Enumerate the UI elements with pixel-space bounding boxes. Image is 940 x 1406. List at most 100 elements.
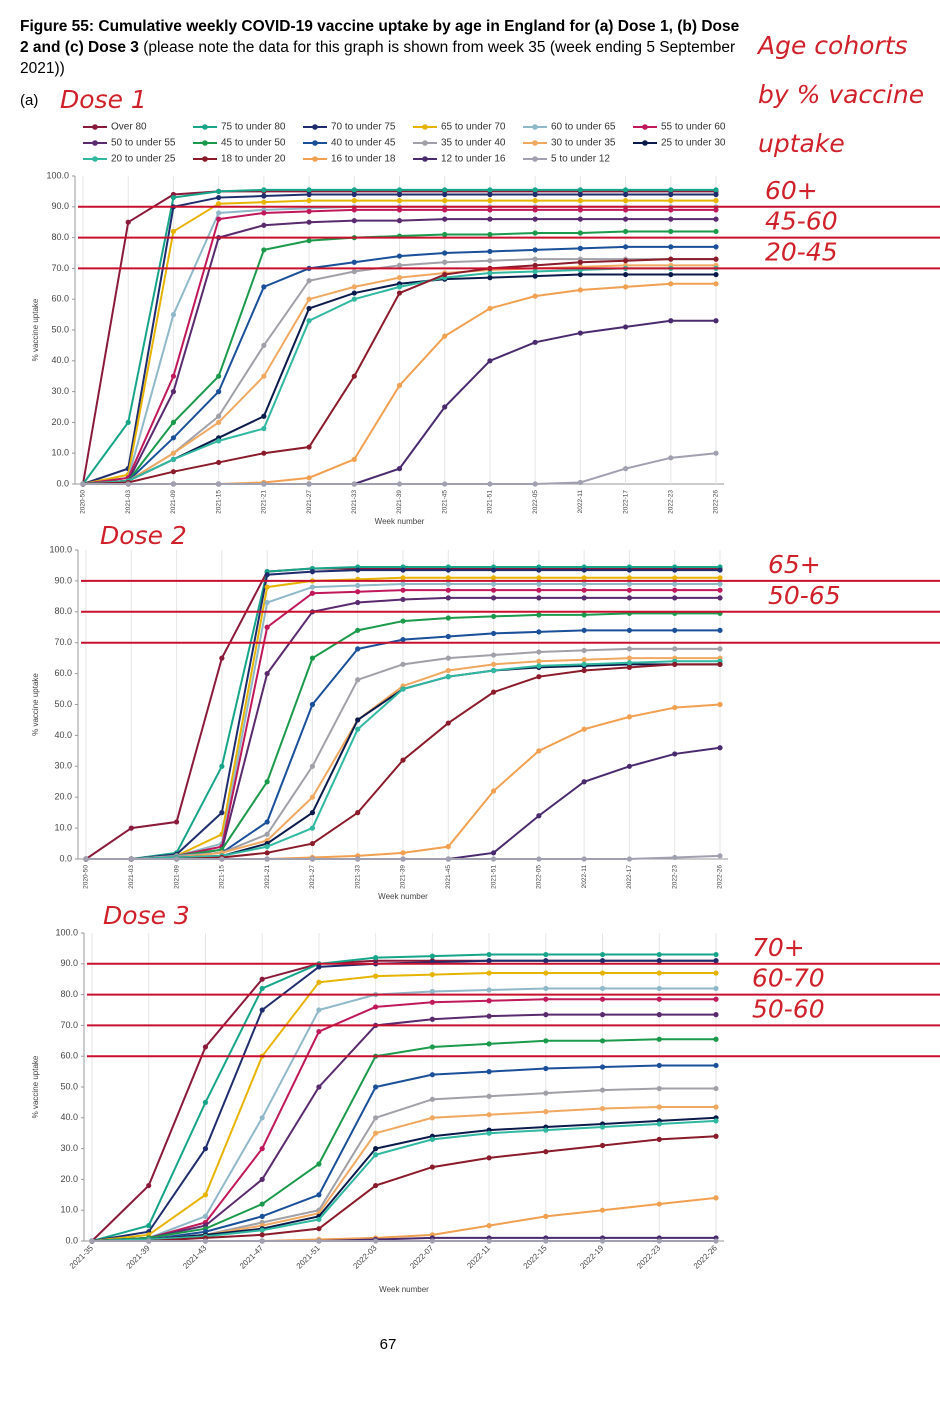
- data-point: [599, 1064, 606, 1070]
- reference-label: 50-65: [768, 581, 841, 610]
- data-point: [306, 191, 312, 198]
- data-point: [543, 1090, 549, 1096]
- data-point: [373, 1115, 379, 1121]
- x-tick-label: 2022-23: [635, 1243, 663, 1271]
- data-point: [656, 1121, 662, 1127]
- data-point: [599, 958, 606, 964]
- data-point: [316, 1238, 322, 1244]
- data-point: [170, 419, 177, 425]
- y-tick-label: 70.0: [54, 637, 72, 647]
- data-point: [429, 1016, 435, 1022]
- x-tick-label: 2022-15: [522, 1243, 550, 1271]
- data-point: [713, 985, 719, 992]
- data-point: [445, 575, 451, 581]
- data-point: [261, 193, 267, 199]
- data-point: [656, 970, 662, 976]
- data-point: [622, 284, 629, 290]
- data-point: [445, 674, 451, 680]
- data-point: [170, 456, 177, 462]
- data-point: [400, 856, 406, 862]
- data-point: [396, 382, 403, 389]
- data-point: [581, 726, 587, 732]
- x-tick-label: 2022-26: [717, 865, 724, 889]
- data-point: [351, 456, 357, 462]
- data-point: [490, 667, 497, 674]
- series-line: [91, 998, 716, 1242]
- data-point: [672, 595, 678, 601]
- data-point: [355, 717, 361, 723]
- data-point: [351, 259, 357, 265]
- x-tick-label: 2021-21: [261, 490, 268, 514]
- data-point: [532, 198, 538, 204]
- x-tick-label: 2021-45: [445, 865, 452, 889]
- data-point: [536, 612, 542, 618]
- data-point: [717, 646, 723, 652]
- y-tick-label: 90.0: [60, 958, 78, 968]
- data-point: [656, 985, 662, 992]
- data-point: [622, 466, 629, 472]
- data-point: [396, 290, 403, 296]
- data-point: [219, 763, 225, 769]
- y-tick-label: 10.0: [51, 448, 69, 458]
- data-point: [672, 575, 678, 581]
- data-point: [442, 481, 448, 487]
- data-point: [543, 1012, 549, 1018]
- data-point: [487, 248, 493, 255]
- data-point: [581, 581, 587, 587]
- y-tick-label: 40.0: [51, 355, 69, 365]
- data-point: [532, 293, 538, 299]
- data-point: [261, 284, 267, 290]
- y-tick-label: 30.0: [60, 1143, 78, 1153]
- data-point: [626, 595, 633, 601]
- data-point: [577, 216, 583, 222]
- legend-marker: [312, 156, 318, 162]
- data-point: [717, 661, 723, 667]
- x-tick-label: 2021-15: [215, 490, 222, 514]
- data-point: [626, 660, 633, 666]
- data-point: [532, 273, 538, 279]
- data-point: [543, 996, 549, 1002]
- data-point: [355, 646, 361, 652]
- data-point: [487, 258, 493, 264]
- x-axis-label: Week number: [378, 892, 428, 901]
- data-point: [316, 1161, 322, 1167]
- data-point: [396, 253, 403, 259]
- data-point: [487, 231, 493, 238]
- data-point: [316, 1084, 322, 1090]
- data-point: [309, 701, 316, 708]
- y-tick-label: 50.0: [51, 324, 69, 334]
- data-point: [445, 615, 451, 621]
- y-tick-label: 90.0: [51, 201, 69, 211]
- data-point: [532, 247, 538, 253]
- data-point: [487, 270, 493, 276]
- data-point: [577, 479, 583, 486]
- data-point: [445, 667, 451, 674]
- data-point: [626, 714, 633, 720]
- data-point: [83, 856, 89, 862]
- data-point: [668, 318, 674, 324]
- series-line: [91, 972, 716, 1242]
- data-point: [668, 271, 674, 278]
- data-point: [264, 850, 270, 856]
- legend-label: 45 to under 50: [221, 138, 286, 149]
- y-tick-label: 0.0: [56, 478, 69, 488]
- series-line: [91, 959, 716, 1242]
- data-point: [672, 646, 678, 652]
- x-tick-label: 2021-39: [396, 490, 403, 514]
- data-point: [490, 652, 497, 658]
- data-point: [599, 985, 606, 992]
- legend-label: 60 to under 65: [551, 122, 616, 133]
- data-point: [306, 198, 312, 204]
- data-point: [713, 271, 719, 278]
- data-point: [373, 973, 379, 979]
- data-point: [536, 587, 542, 593]
- data-point: [351, 218, 357, 224]
- data-point: [316, 1028, 322, 1035]
- data-point: [622, 216, 629, 222]
- data-point: [202, 1213, 209, 1219]
- data-point: [396, 466, 403, 472]
- x-tick-label: 2022-23: [671, 865, 678, 889]
- data-point: [713, 1118, 719, 1124]
- y-tick-label: 100.0: [49, 544, 72, 554]
